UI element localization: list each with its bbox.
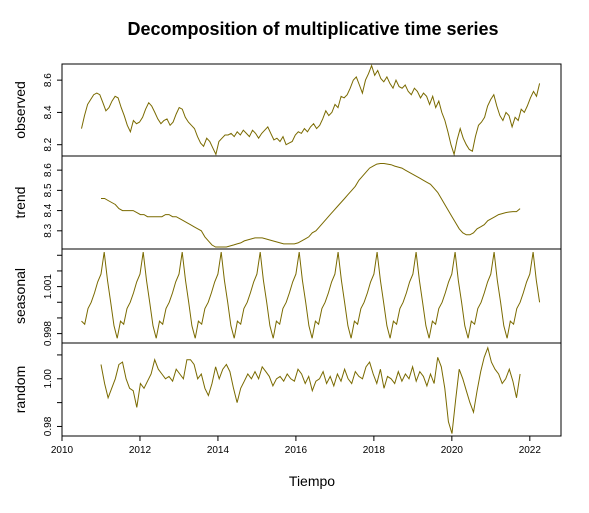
panel-observed: observed 8.2 8.4 8.6: [12, 64, 561, 156]
y-tick-label: 1.001: [43, 274, 54, 299]
panels: observed 8.2 8.4 8.6 trend 8.3 8.4 8.5 8.6 season…: [12, 64, 561, 436]
chart-title: Decomposition of multiplicative time ser…: [127, 19, 498, 39]
x-axis: 2010 2012 2014 2016 2018 2020 2022: [51, 436, 541, 456]
series-line-observed: [82, 66, 540, 155]
x-tick-label: 2012: [129, 445, 152, 456]
x-tick-label: 2010: [51, 445, 74, 456]
y-tick-label: 1.00: [43, 369, 54, 389]
panel-frame: [62, 249, 561, 343]
panel-label-observed: observed: [12, 81, 28, 139]
y-tick-label: 8.4: [43, 203, 54, 217]
panel-label-trend: trend: [12, 187, 28, 219]
x-tick-label: 2018: [363, 445, 386, 456]
y-tick-label: 8.6: [43, 73, 54, 87]
y-tick-label: 8.3: [43, 223, 54, 237]
x-tick-label: 2014: [207, 445, 230, 456]
y-tick-label: 8.2: [43, 137, 54, 151]
series-line-random: [101, 348, 520, 434]
series-line-trend: [101, 164, 520, 248]
panel-label-random: random: [12, 366, 28, 413]
x-axis-label: Tiempo: [289, 473, 335, 489]
panel-frame: [62, 156, 561, 249]
panel-random: random 0.98 1.00: [12, 343, 561, 436]
panel-trend: trend 8.3 8.4 8.5 8.6: [12, 156, 561, 249]
panel-seasonal: seasonal 0.998 1.001: [12, 249, 561, 346]
panel-label-seasonal: seasonal: [12, 268, 28, 324]
y-tick-label: 0.98: [43, 416, 54, 436]
y-tick-label: 8.4: [43, 105, 54, 119]
x-tick-label: 2016: [285, 445, 308, 456]
x-tick-label: 2020: [441, 445, 464, 456]
series-line-seasonal: [82, 252, 540, 338]
y-tick-label: 8.5: [43, 183, 54, 197]
y-tick-label: 0.998: [43, 321, 54, 346]
x-tick-label: 2022: [519, 445, 542, 456]
y-tick-label: 8.6: [43, 163, 54, 177]
